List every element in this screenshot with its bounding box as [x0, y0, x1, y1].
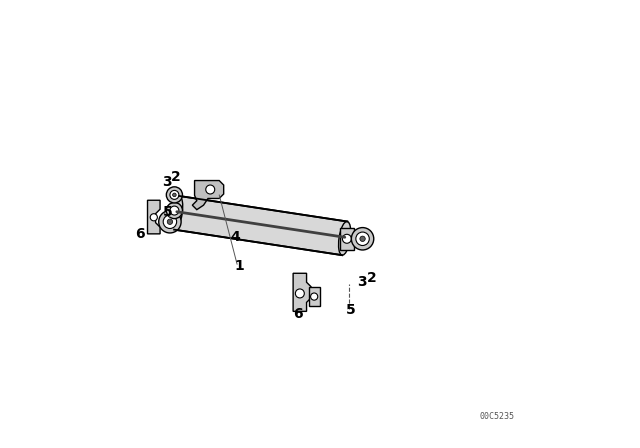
- Polygon shape: [293, 273, 311, 311]
- Text: 1: 1: [235, 258, 244, 273]
- Text: 2: 2: [367, 271, 377, 285]
- Circle shape: [170, 206, 179, 215]
- Polygon shape: [148, 200, 160, 234]
- Ellipse shape: [339, 221, 351, 255]
- Circle shape: [167, 219, 173, 224]
- Circle shape: [170, 190, 179, 199]
- Circle shape: [163, 215, 177, 228]
- Circle shape: [296, 289, 305, 298]
- Polygon shape: [192, 181, 224, 210]
- Text: 2: 2: [172, 170, 181, 185]
- Circle shape: [166, 187, 182, 203]
- Polygon shape: [345, 235, 369, 244]
- Text: 3: 3: [163, 175, 172, 189]
- Circle shape: [342, 234, 351, 243]
- Text: 5: 5: [346, 303, 356, 318]
- Text: 4: 4: [230, 229, 240, 244]
- Text: 6: 6: [136, 227, 145, 241]
- Text: 00C5235: 00C5235: [480, 412, 515, 421]
- Ellipse shape: [170, 196, 183, 230]
- Text: 6: 6: [293, 307, 303, 321]
- Circle shape: [206, 185, 215, 194]
- Polygon shape: [174, 196, 347, 255]
- Circle shape: [166, 202, 182, 219]
- Text: 3: 3: [356, 275, 366, 289]
- Polygon shape: [340, 228, 354, 250]
- Text: 5: 5: [163, 205, 173, 219]
- Polygon shape: [309, 287, 320, 306]
- Circle shape: [150, 214, 157, 221]
- Circle shape: [356, 232, 369, 246]
- Circle shape: [310, 293, 317, 300]
- Circle shape: [351, 228, 374, 250]
- Circle shape: [173, 193, 176, 197]
- Circle shape: [159, 211, 181, 233]
- Circle shape: [360, 236, 365, 241]
